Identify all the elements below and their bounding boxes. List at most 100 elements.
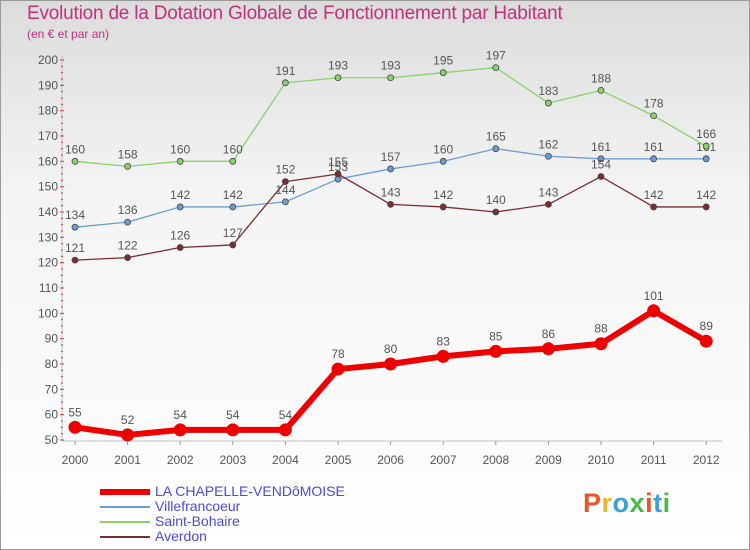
x-tick-label: 2004 [272, 453, 299, 467]
legend-swatch [100, 489, 150, 495]
y-tick-label: 60 [45, 408, 59, 422]
data-label: 142 [170, 188, 190, 202]
data-label: 126 [170, 228, 190, 242]
data-point [71, 157, 79, 165]
data-point [545, 152, 552, 160]
data-label: 183 [538, 84, 558, 98]
data-label: 140 [486, 193, 506, 207]
x-tick-label: 2005 [325, 453, 352, 467]
data-label: 78 [331, 347, 345, 361]
legend-label: Saint-Bohaire [155, 513, 240, 529]
x-tick-label: 2007 [430, 453, 457, 467]
data-label: 161 [591, 140, 611, 154]
data-label: 134 [65, 208, 85, 222]
y-tick-label: 120 [38, 256, 58, 270]
data-label: 193 [381, 59, 401, 73]
data-label: 55 [68, 405, 82, 419]
x-tick-label: 2001 [114, 453, 141, 467]
data-point [702, 142, 710, 150]
data-point [436, 349, 450, 363]
data-label: 197 [486, 49, 506, 63]
data-label: 86 [542, 327, 556, 341]
data-label: 166 [696, 127, 716, 141]
data-label: 121 [65, 241, 85, 255]
data-label: 158 [118, 147, 138, 161]
y-tick-label: 160 [38, 154, 58, 168]
data-point [278, 423, 292, 437]
data-label: 122 [118, 239, 138, 253]
data-label: 80 [384, 342, 398, 356]
data-label: 160 [223, 142, 243, 156]
y-tick-label: 170 [38, 129, 58, 143]
data-point [281, 178, 289, 186]
x-tick-label: 2009 [535, 453, 562, 467]
data-label: 195 [433, 54, 453, 68]
data-point [334, 74, 342, 82]
legend-label: LA CHAPELLE-VENDôMOISE [155, 483, 345, 499]
data-label: 85 [489, 329, 503, 343]
data-label: 155 [328, 155, 348, 169]
data-point [439, 69, 447, 77]
data-label: 54 [174, 408, 188, 422]
data-label: 143 [381, 185, 401, 199]
data-point [226, 423, 240, 437]
data-point [597, 173, 605, 180]
y-tick-label: 180 [38, 104, 58, 118]
x-tick-label: 2010 [588, 453, 615, 467]
data-label: 54 [279, 408, 293, 422]
data-point [492, 208, 500, 216]
data-point [597, 87, 605, 94]
data-point [492, 145, 500, 153]
y-tick-label: 100 [38, 306, 58, 320]
data-point [545, 200, 552, 208]
x-tick-label: 2002 [167, 453, 194, 467]
data-point [387, 200, 395, 208]
y-tick-label: 140 [38, 205, 58, 219]
data-label: 144 [275, 183, 295, 197]
data-point [594, 337, 608, 351]
data-label: 191 [275, 64, 295, 78]
data-label: 127 [223, 226, 243, 240]
legend-swatch [100, 521, 150, 523]
data-label: 178 [644, 97, 664, 111]
data-point [702, 155, 710, 163]
legend-swatch [100, 536, 150, 538]
data-point [121, 428, 135, 442]
y-tick-label: 200 [38, 53, 58, 67]
data-label: 54 [226, 408, 240, 422]
data-point [331, 362, 345, 376]
data-label: 142 [223, 188, 243, 202]
data-point [650, 112, 657, 120]
data-label: 193 [328, 59, 348, 73]
x-tick-label: 2011 [641, 453, 667, 467]
data-label: 101 [644, 289, 664, 303]
data-point [387, 74, 395, 82]
data-label: 88 [594, 322, 608, 336]
data-point [489, 344, 503, 358]
data-label: 188 [591, 71, 611, 85]
y-tick-label: 110 [39, 281, 58, 295]
data-label: 160 [433, 142, 453, 156]
data-point [650, 155, 657, 163]
data-label: 152 [275, 163, 295, 177]
data-point [597, 155, 605, 163]
chart-subtitle: (en € et par an) [27, 27, 110, 41]
data-label: 83 [437, 334, 451, 348]
data-point [439, 203, 447, 211]
data-label: 154 [591, 158, 611, 172]
data-point [650, 203, 657, 211]
y-tick-label: 130 [38, 230, 58, 244]
data-point [384, 357, 398, 371]
y-tick-label: 190 [38, 78, 58, 92]
x-tick-label: 2003 [219, 453, 246, 467]
data-point [229, 203, 237, 211]
data-label: 89 [700, 319, 714, 333]
data-point [387, 165, 395, 173]
legend-swatch [100, 506, 150, 508]
series-line [72, 307, 710, 438]
data-point [492, 64, 500, 71]
data-label: 157 [381, 150, 401, 164]
data-label: 142 [696, 188, 716, 202]
data-point [281, 198, 289, 206]
